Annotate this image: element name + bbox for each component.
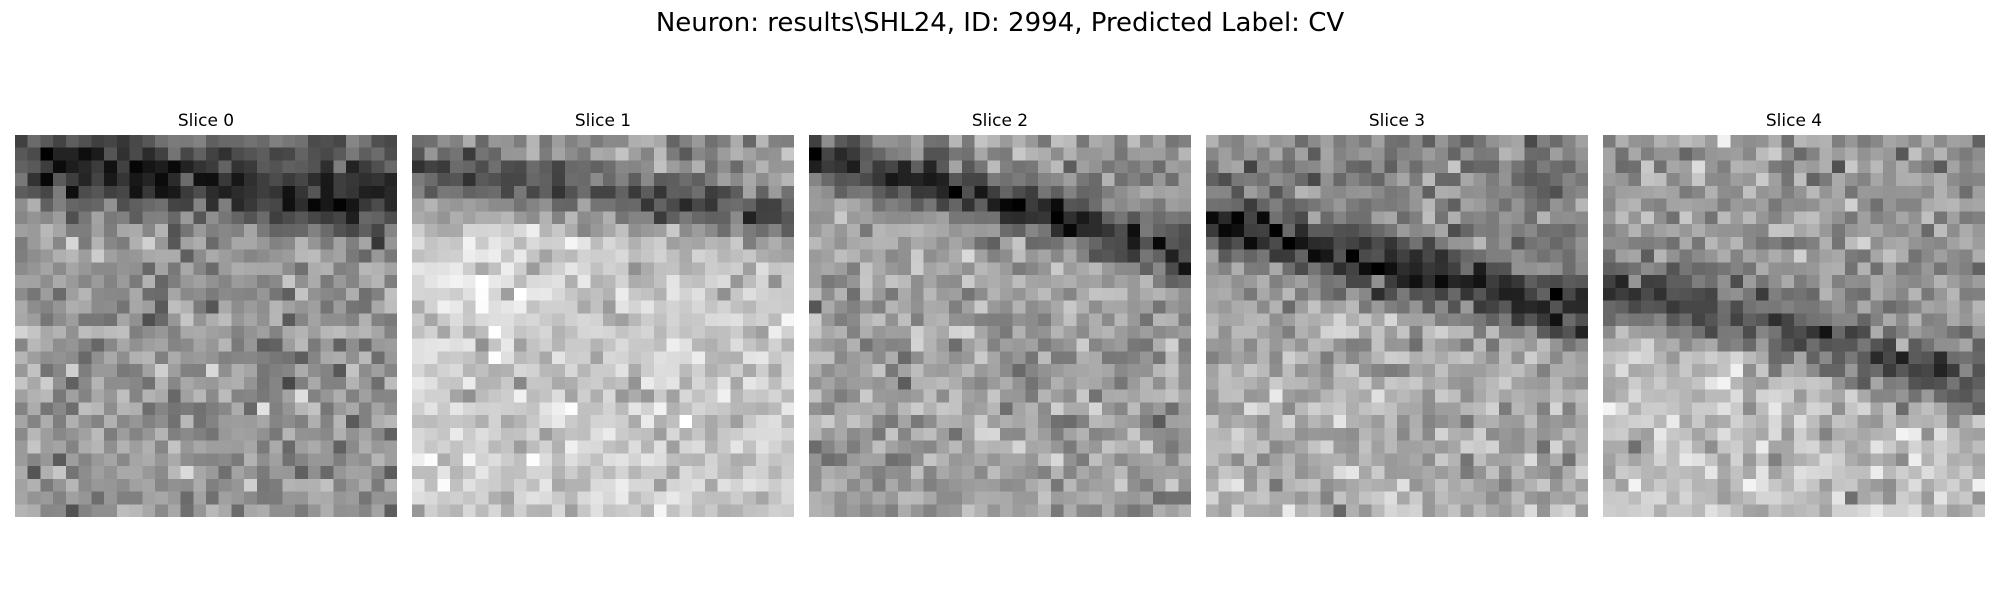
slice-image-0 <box>15 135 397 517</box>
slice-title: Slice 3 <box>1368 111 1426 131</box>
slice-panel-1: Slice 1 <box>412 107 794 517</box>
slice-image-3 <box>1206 135 1588 517</box>
slice-title: Slice 1 <box>574 111 632 131</box>
figure-title: Neuron: results\SHL24, ID: 2994, Predict… <box>655 8 1345 38</box>
slice-panel-0: Slice 0 <box>15 107 397 517</box>
slice-panel-2: Slice 2 <box>809 107 1191 517</box>
slice-title: Slice 0 <box>177 111 235 131</box>
slice-panel-4: Slice 4 <box>1603 107 1985 517</box>
slice-image-2 <box>809 135 1191 517</box>
slice-image-4 <box>1603 135 1985 517</box>
slice-title: Slice 4 <box>1765 111 1823 131</box>
slice-image-1 <box>412 135 794 517</box>
slice-panel-3: Slice 3 <box>1206 107 1588 517</box>
slice-title: Slice 2 <box>971 111 1029 131</box>
